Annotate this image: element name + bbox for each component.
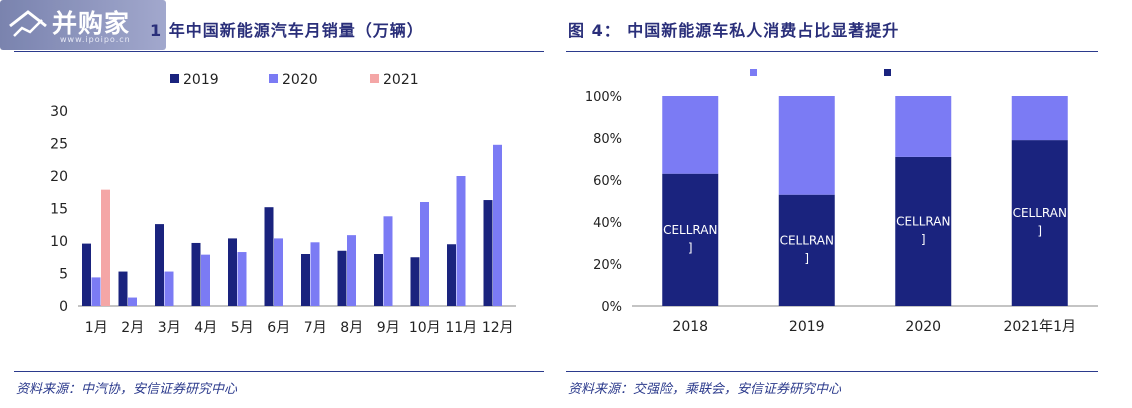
legend-label-2021: 2021 bbox=[383, 72, 419, 88]
left-chart-panel: 1 年中国新能源汽车月销量（万辆） 0 5 10 15 20 25 30 1月 2月 3月 4月 5月… bbox=[0, 0, 560, 408]
bar-2020-12 bbox=[493, 144, 502, 306]
bar-2019-10 bbox=[410, 257, 420, 306]
bar-2020-7 bbox=[310, 242, 320, 306]
right-title-rule bbox=[566, 51, 1098, 52]
bar-2019-2 bbox=[118, 271, 128, 306]
bar-2021-1 bbox=[101, 189, 110, 306]
stack-bar-2020-seg1 bbox=[895, 156, 952, 306]
legend-swatch-2021 bbox=[370, 74, 379, 83]
y-tick-label: 30 bbox=[50, 104, 68, 120]
watermark-logo: 并购家 www.ipoipo.cn bbox=[0, 0, 166, 50]
right-chart-title: 图 4： 中国新能源车私人消费占比显著提升 bbox=[568, 21, 900, 40]
legend-label-2020: 2020 bbox=[282, 72, 318, 88]
x-tick-label: 3月 bbox=[158, 320, 181, 336]
house-chart-icon bbox=[9, 10, 47, 37]
bar-2020-9 bbox=[383, 216, 393, 306]
y-tick-label: 15 bbox=[50, 202, 68, 218]
data-label: ] bbox=[688, 241, 693, 255]
bar-2019-7 bbox=[301, 254, 310, 306]
y-tick-label: 10 bbox=[50, 234, 68, 250]
legend-label-2019: 2019 bbox=[183, 72, 219, 88]
legend-swatch-2019 bbox=[170, 74, 179, 83]
x-tick-label: 1月 bbox=[85, 320, 108, 336]
y-tick-label: 25 bbox=[50, 137, 68, 153]
y-tick-label: 40% bbox=[593, 216, 622, 231]
y-tick-label: 5 bbox=[59, 267, 68, 283]
x-tick-label: 8月 bbox=[340, 320, 363, 336]
bar-2020-4 bbox=[201, 254, 210, 306]
x-tick-label: 2020 bbox=[905, 319, 941, 335]
bar-2020-6 bbox=[274, 238, 283, 306]
stack-bar-2018-seg2 bbox=[662, 96, 719, 174]
x-tick-label: 7月 bbox=[304, 320, 327, 336]
watermark-url: www.ipoipo.cn bbox=[60, 35, 131, 44]
y-tick-label: 20% bbox=[593, 258, 622, 273]
bar-2019-9 bbox=[374, 254, 383, 306]
bar-2020-1 bbox=[91, 277, 101, 306]
x-tick-label: 10月 bbox=[409, 320, 441, 336]
x-tick-label: 12月 bbox=[482, 320, 514, 336]
x-tick-label: 2018 bbox=[672, 319, 708, 335]
bar-2020-5 bbox=[237, 252, 247, 306]
x-tick-label: 6月 bbox=[267, 320, 290, 336]
stack-bar-2018-seg1 bbox=[662, 173, 719, 306]
stack-bar-2021年1月-seg2 bbox=[1011, 96, 1068, 141]
x-tick-label: 11月 bbox=[445, 320, 477, 336]
stack-bar-2021年1月-seg1 bbox=[1011, 140, 1068, 306]
legend-swatch-2020 bbox=[269, 74, 278, 83]
data-label: CELLRAN bbox=[1013, 206, 1067, 220]
data-label: CELLRAN bbox=[780, 233, 834, 247]
x-tick-label: 2021年1月 bbox=[1003, 319, 1076, 335]
x-tick-label: 4月 bbox=[194, 320, 217, 336]
left-source-note: 资料来源：中汽协，安信证券研究中心 bbox=[16, 382, 238, 397]
bar-2020-8 bbox=[347, 235, 356, 306]
monthly-sales-chart: 0 5 10 15 20 25 30 1月 2月 3月 4月 5月 6月 7月 8月 9月 10月 11月 12月 2… bbox=[50, 72, 516, 336]
x-tick-label: 2月 bbox=[121, 320, 144, 336]
watermark-text: 并购家 bbox=[52, 9, 131, 38]
left-source-rule bbox=[14, 371, 544, 372]
bar-2019-4 bbox=[191, 242, 201, 306]
y-tick-label: 80% bbox=[593, 132, 622, 147]
legend-swatch-light bbox=[750, 69, 757, 76]
y-tick-label: 60% bbox=[593, 174, 622, 189]
y-tick-label: 20 bbox=[50, 169, 68, 185]
x-tick-label: 5月 bbox=[231, 320, 254, 336]
bar-2019-12 bbox=[483, 200, 493, 306]
data-label: CELLRAN bbox=[896, 214, 950, 228]
right-source-rule bbox=[566, 371, 1098, 372]
stack-bar-2020-seg2 bbox=[895, 96, 952, 157]
y-tick-label: 0 bbox=[59, 299, 68, 315]
bar-2020-3 bbox=[164, 271, 174, 306]
bar-2019-6 bbox=[264, 207, 274, 306]
right-chart-panel: 图 4： 中国新能源车私人消费占比显著提升 0% 20% 40% 60% 80% 100%… bbox=[566, 0, 1132, 408]
bar-2019-1 bbox=[82, 243, 91, 306]
stack-bar-2019-seg2 bbox=[778, 96, 835, 195]
bar-2019-5 bbox=[228, 238, 237, 306]
bar-2020-11 bbox=[456, 176, 466, 306]
bar-2019-8 bbox=[337, 250, 347, 306]
right-source-note: 资料来源：交强险，乘联会，安信证券研究中心 bbox=[568, 382, 842, 397]
data-label: ] bbox=[921, 232, 926, 246]
x-tick-label: 2019 bbox=[789, 319, 825, 335]
y-tick-label: 0% bbox=[601, 300, 622, 315]
bar-2020-2 bbox=[128, 297, 137, 306]
legend-swatch-dark bbox=[884, 69, 891, 76]
left-chart-title: 1 年中国新能源汽车月销量（万辆） bbox=[150, 21, 424, 40]
x-tick-label: 9月 bbox=[377, 320, 400, 336]
stack-bar-2019-seg1 bbox=[778, 194, 835, 306]
data-label: CELLRAN bbox=[663, 223, 717, 237]
data-label: ] bbox=[804, 251, 809, 265]
bar-2019-3 bbox=[155, 224, 164, 306]
data-label: ] bbox=[1037, 224, 1042, 238]
y-tick-label: 100% bbox=[585, 90, 622, 105]
bar-2020-10 bbox=[420, 202, 429, 306]
private-share-chart: 0% 20% 40% 60% 80% 100% CELLRAN] 2018 CELLRAN] 20… bbox=[585, 69, 1098, 335]
left-title-rule bbox=[14, 51, 544, 52]
bar-2019-11 bbox=[447, 244, 456, 306]
